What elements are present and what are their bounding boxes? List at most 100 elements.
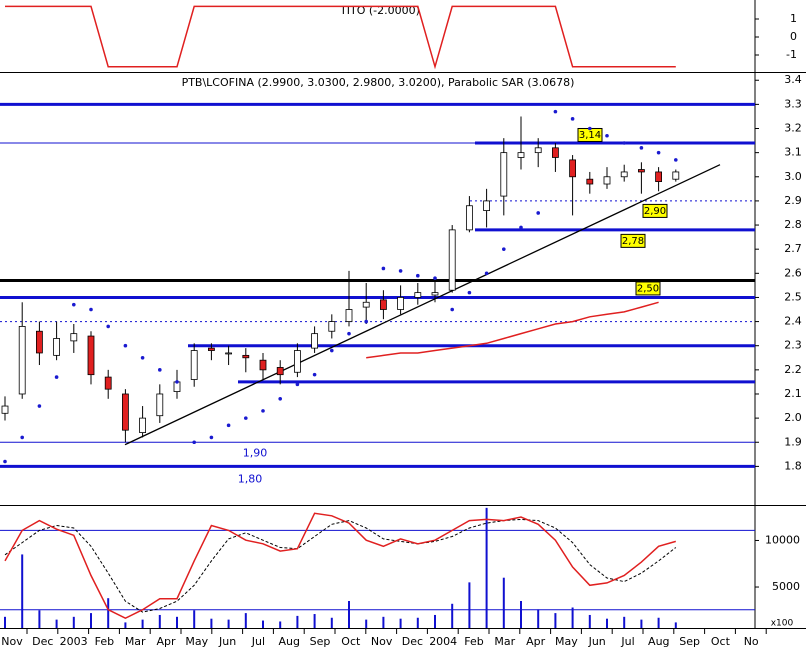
candle-body xyxy=(242,354,250,359)
x-tick-label: Apr xyxy=(526,635,546,648)
volume-bar xyxy=(451,603,454,628)
volume-bar xyxy=(4,616,6,628)
candle-body xyxy=(552,147,559,158)
x-tick-label: Oct xyxy=(711,635,731,648)
x-tick-label: Jun xyxy=(218,635,236,648)
candle-body xyxy=(122,393,129,431)
sar-dot xyxy=(244,416,248,420)
volume-bar xyxy=(640,619,643,628)
sar-dot xyxy=(656,150,661,155)
candle-body xyxy=(534,147,542,154)
panel-title: PTB\LCOFINA (2.9900, 3.0300, 2.9800, 3.0… xyxy=(182,76,575,89)
x-tick-label: Nov xyxy=(371,635,393,648)
x-tick-label: Mar xyxy=(494,635,515,648)
candle-body xyxy=(1,405,9,414)
candle-body xyxy=(620,171,628,178)
sar-dot xyxy=(123,343,128,348)
candle-body xyxy=(500,152,508,197)
candle-body xyxy=(276,367,284,376)
volume-bar xyxy=(399,618,402,628)
y-tick-label: 2.3 xyxy=(784,339,802,352)
candle-body xyxy=(311,333,319,349)
candle-body xyxy=(259,359,267,371)
y-tick-label: 3.0 xyxy=(784,170,802,183)
candle-body xyxy=(70,333,78,342)
unit-label: x100 xyxy=(771,619,794,629)
x-tick-label: 2003 xyxy=(60,635,88,648)
volume-bar xyxy=(382,616,385,628)
volume-bar xyxy=(330,617,333,628)
volume-bar xyxy=(606,618,608,628)
level-label: 1,90 xyxy=(243,446,268,459)
moving-average xyxy=(366,301,659,359)
y-tick-label: 2.9 xyxy=(784,194,802,207)
volume-bar xyxy=(227,619,230,628)
candle-body xyxy=(18,326,26,395)
candle-body xyxy=(104,376,112,390)
sar-dot xyxy=(20,435,25,440)
y-tick-label: 3.1 xyxy=(784,146,802,159)
volume-bar xyxy=(588,614,591,628)
x-tick-label: Jul xyxy=(620,635,634,648)
candle-body xyxy=(517,152,525,158)
stochastic-d xyxy=(4,518,677,613)
candle-body xyxy=(569,159,576,178)
sar-dot xyxy=(416,273,420,278)
volume-bar xyxy=(623,616,626,628)
candle-body xyxy=(190,350,198,380)
x-tick-label: Dec xyxy=(402,635,423,648)
candle-body xyxy=(36,330,43,354)
candle-body xyxy=(207,347,215,351)
volume-bar xyxy=(279,621,282,628)
y-tick-label: 5000 xyxy=(772,580,800,593)
candle-body xyxy=(448,229,456,291)
sar-dot xyxy=(639,146,644,150)
tito-panel xyxy=(5,5,676,70)
y-tick-label: 1.8 xyxy=(784,459,802,472)
sar-dot xyxy=(484,271,489,276)
candle-body xyxy=(483,200,491,211)
level-label-box xyxy=(642,203,668,218)
volume-bar xyxy=(210,618,213,628)
sar-dot xyxy=(140,355,145,360)
x-tick-label: Feb xyxy=(464,635,483,648)
candle-body xyxy=(465,205,473,231)
candle-body xyxy=(87,335,95,376)
x-tick-label: Jul xyxy=(251,635,265,648)
y-tick-label: 2.0 xyxy=(784,411,802,424)
sar-dot xyxy=(89,307,93,312)
y-tick-label: 1.9 xyxy=(784,435,802,448)
volume-bar xyxy=(21,554,24,628)
y-tick-label: -1 xyxy=(786,48,797,61)
sar-dot xyxy=(261,409,265,413)
x-tick-label: Nov xyxy=(1,635,23,648)
volume-bar xyxy=(107,598,110,628)
candle-body xyxy=(414,292,422,298)
volume-bar xyxy=(141,619,144,628)
sar-dot xyxy=(54,375,59,379)
sar-dot xyxy=(536,211,540,215)
sar-dot xyxy=(674,158,678,162)
volume-bar xyxy=(365,619,368,628)
y-tick-label: 0 xyxy=(790,30,797,43)
trend-line xyxy=(124,164,721,446)
y-tick-label: 1 xyxy=(790,12,797,25)
x-tick-label: Jun xyxy=(588,635,606,648)
volume-bar xyxy=(468,582,471,628)
y-tick-label: 2.1 xyxy=(784,387,802,400)
level-label: 3,14 xyxy=(579,130,601,141)
candle-body xyxy=(156,393,164,417)
sar-dot xyxy=(381,266,386,271)
stochastic-k xyxy=(4,512,677,620)
sar-dot xyxy=(158,368,162,372)
candle-body xyxy=(53,338,60,356)
y-tick-label: 3.2 xyxy=(784,122,802,135)
sar-dot xyxy=(467,290,472,295)
x-tick-label: Mar xyxy=(125,635,146,648)
level-label-box xyxy=(635,281,661,296)
volume-bar xyxy=(244,613,247,628)
y-tick-label: 2.2 xyxy=(784,363,802,376)
volume-bar xyxy=(571,607,574,628)
x-tick-label: Feb xyxy=(95,635,114,648)
